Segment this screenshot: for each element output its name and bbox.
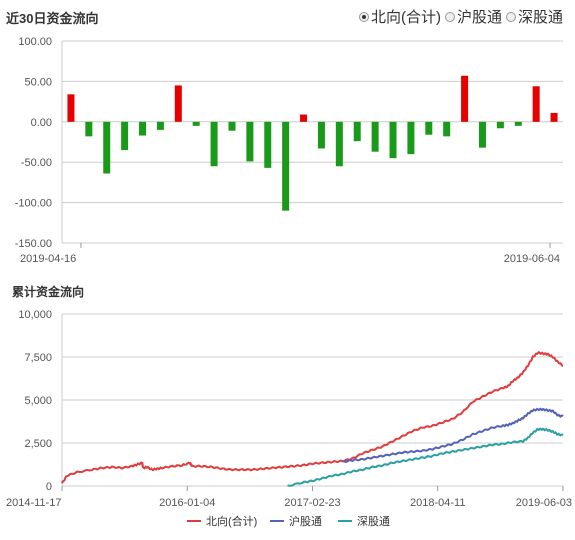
x-tick-label: 2016-01-04 [159, 497, 215, 509]
bar [407, 121, 415, 155]
y-tick-label: 10,000 [18, 309, 52, 321]
bar [85, 121, 93, 137]
y-tick-label: 2,500 [24, 438, 52, 450]
bar [317, 121, 325, 149]
x-tick-label: 2019-06-04 [504, 253, 560, 265]
bar [425, 121, 433, 135]
legend-label: 沪股通 [289, 514, 322, 528]
radio-shanghai-label: 沪股通 [456, 9, 502, 26]
bar [282, 121, 290, 211]
radio-shenzhen-connect[interactable]: 深股通 [505, 6, 563, 27]
bar [210, 121, 218, 167]
bar [550, 112, 558, 122]
bar [121, 121, 129, 151]
bar [496, 121, 504, 129]
y-tick-label: 0.00 [31, 117, 52, 129]
y-tick-label: 0 [46, 481, 52, 493]
series-radio-group: 北向(合计) 沪股通 深股通 [358, 6, 563, 27]
radio-shanghai-connect[interactable]: 沪股通 [444, 6, 502, 27]
bar [389, 121, 397, 159]
chart-title-cumulative: 累计资金流向 [12, 285, 85, 299]
daily-flow-bar-chart: 100.00 50.00 0.00 -50.00 -100.00 -150.00 2019-… [15, 36, 563, 265]
series-line [342, 407, 564, 464]
series-line [287, 427, 564, 487]
bar [103, 121, 111, 174]
bar [300, 114, 308, 122]
bar [246, 121, 254, 162]
bar [371, 121, 379, 152]
x-tick-label: 2019-04-16 [20, 253, 76, 265]
y-tick-label: -150.00 [15, 238, 52, 250]
bar [514, 121, 522, 126]
radio-selected-icon[interactable] [358, 11, 369, 22]
chart-title-30day: 近30日资金流向 [6, 11, 99, 26]
x-tick-label: 2014-11-17 [6, 497, 61, 509]
bar [192, 121, 200, 126]
bar [228, 121, 236, 131]
bar [335, 121, 343, 167]
y-tick-label: 50.00 [24, 76, 52, 88]
bar [443, 121, 451, 137]
bar [264, 121, 272, 168]
radio-north-label: 北向(合计) [370, 9, 441, 26]
bar [353, 121, 361, 142]
y-tick-label: 5,000 [24, 395, 52, 407]
x-tick-label: 2019-06-03 [516, 497, 572, 509]
legend-label: 深股通 [357, 515, 390, 528]
radio-unselected-icon[interactable] [444, 11, 455, 22]
radio-north-total[interactable]: 北向(合计) [358, 6, 441, 27]
series-line [61, 350, 564, 484]
x-tick-label: 2017-02-23 [284, 497, 340, 509]
radio-unselected-icon[interactable] [505, 11, 516, 22]
bar [67, 94, 75, 122]
y-tick-label: -50.00 [21, 157, 52, 169]
y-tick-label: 7,500 [24, 352, 52, 364]
y-tick-label: 100.00 [18, 36, 52, 48]
bar [478, 121, 486, 148]
bar [139, 121, 147, 136]
y-tick-label: -100.00 [15, 198, 52, 210]
radio-shenzhen-label: 深股通 [517, 9, 563, 26]
bar [461, 75, 469, 122]
x-tick-label: 2018-04-11 [410, 497, 465, 509]
bar [174, 85, 182, 122]
bar [532, 86, 540, 122]
legend-label: 北向(合计) [206, 514, 257, 528]
bar [156, 121, 164, 130]
